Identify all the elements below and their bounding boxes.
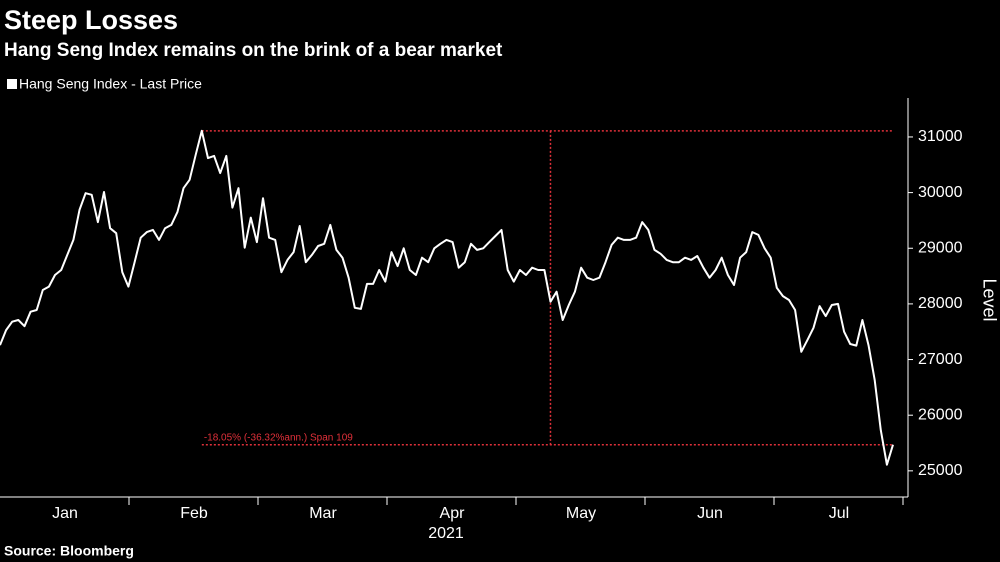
x-tick-label: Jul (829, 505, 849, 522)
y-tick-label: 26000 (918, 406, 963, 423)
y-tick-label: 25000 (918, 462, 963, 479)
chart-subtitle: Hang Seng Index remains on the brink of … (4, 40, 503, 61)
x-tick-label: May (566, 505, 596, 522)
x-tick-label: Mar (309, 505, 337, 522)
chart-title: Steep Losses (4, 5, 178, 35)
y-tick-label: 28000 (918, 295, 963, 312)
source: Source: Bloomberg (4, 543, 134, 559)
y-tick-label: 27000 (918, 351, 963, 368)
x-tick-label: Feb (180, 505, 208, 522)
legend-label: Hang Seng Index - Last Price (19, 76, 202, 92)
x-tick-label: Apr (440, 505, 466, 522)
y-tick-label: 31000 (918, 128, 963, 145)
y-tick-label: 29000 (918, 239, 963, 256)
y-axis-label: Level (979, 278, 999, 321)
x-tick-label: Jan (52, 505, 78, 522)
series-line (0, 129, 894, 466)
legend-swatch (7, 79, 17, 89)
y-tick-label: 30000 (918, 184, 963, 201)
annotation: -18.05% (-36.32%ann.) Span 109 (204, 432, 353, 443)
x-year-label: 2021 (428, 525, 464, 542)
x-tick-label: Jun (697, 505, 723, 522)
